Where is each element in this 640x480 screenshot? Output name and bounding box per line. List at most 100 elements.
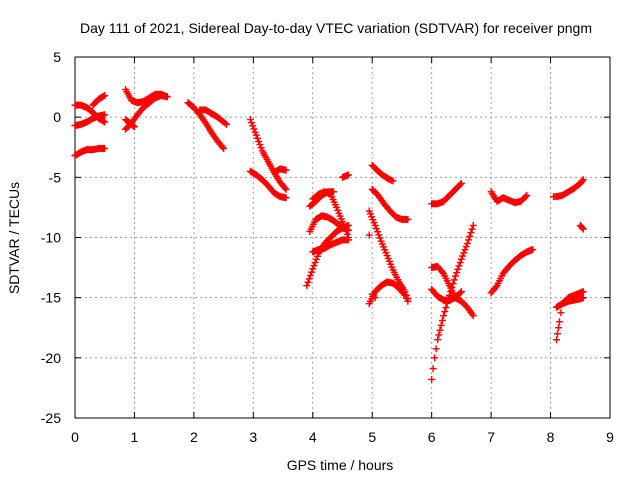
data-point	[252, 131, 260, 139]
data-point	[460, 249, 468, 257]
data-point	[457, 179, 465, 187]
data-point	[344, 171, 352, 179]
chart-title: Day 111 of 2021, Sidereal Day-to-day VTE…	[80, 20, 592, 36]
data-point	[456, 259, 464, 267]
data-point	[257, 144, 265, 152]
data-point	[371, 221, 379, 229]
data-point	[523, 191, 531, 199]
data-point	[469, 221, 477, 229]
data-point	[437, 321, 445, 329]
x-tick-label: 4	[309, 429, 317, 445]
data-point	[312, 255, 320, 263]
data-point	[330, 188, 338, 196]
data-point	[250, 125, 258, 133]
data-point	[221, 119, 229, 127]
data-point	[578, 224, 586, 232]
data-point	[246, 116, 254, 124]
data-point	[304, 278, 312, 286]
y-tick-label: -10	[41, 230, 61, 246]
data-point	[342, 227, 350, 235]
data-point	[256, 141, 264, 149]
data-point	[255, 137, 263, 145]
y-tick-label: -5	[49, 169, 62, 185]
data-point	[101, 92, 109, 100]
data-point	[309, 265, 317, 273]
x-tick-label: 6	[428, 429, 436, 445]
data-point	[100, 92, 108, 100]
grid-lines	[75, 57, 610, 418]
x-tick-label: 3	[249, 429, 257, 445]
data-point	[306, 272, 314, 280]
data-point	[454, 265, 462, 273]
data-point	[456, 289, 464, 297]
y-axis-label: SDTVAR / TECUs	[6, 182, 22, 294]
data-point	[431, 354, 439, 362]
data-point	[344, 236, 352, 244]
data-point	[375, 231, 383, 239]
y-tick-label: -15	[41, 290, 61, 306]
data-point	[341, 224, 349, 232]
data-point	[305, 275, 313, 283]
data-point	[522, 193, 530, 201]
data-point	[555, 318, 563, 326]
data-point	[579, 294, 587, 302]
x-tick-label: 2	[190, 429, 198, 445]
data-point	[251, 128, 259, 136]
x-tick-labels: 0 1 2 3 4 5 6 7 8 9	[71, 429, 614, 445]
data-point	[579, 288, 587, 296]
data-point	[455, 262, 463, 270]
data-point	[553, 330, 561, 338]
data-point	[554, 324, 562, 332]
y-tick-label: 5	[53, 49, 61, 65]
data-point	[402, 291, 410, 299]
x-tick-label: 9	[606, 429, 614, 445]
x-tick-label: 7	[487, 429, 495, 445]
data-point	[438, 317, 446, 325]
data-point	[461, 246, 469, 254]
y-tick-label: -20	[41, 350, 61, 366]
data-point	[579, 225, 587, 233]
data-point	[429, 365, 437, 373]
data-point	[340, 221, 348, 229]
data-point	[130, 123, 138, 131]
data-point	[282, 194, 290, 202]
data-point	[469, 312, 477, 320]
data-point	[311, 259, 319, 267]
data-point	[374, 228, 382, 236]
data-point	[467, 229, 475, 237]
data-point	[579, 176, 587, 184]
data-point	[451, 272, 459, 280]
data-point	[129, 122, 137, 130]
data-point	[365, 231, 373, 239]
y-tick-label: -25	[41, 410, 61, 426]
data-point	[432, 345, 440, 353]
data-point	[101, 118, 109, 126]
axis-ticks	[74, 56, 611, 419]
data-point	[441, 308, 449, 316]
data-point	[492, 283, 500, 291]
y-tick-label: 0	[53, 109, 61, 125]
data-point	[457, 255, 465, 263]
data-point	[101, 111, 109, 119]
data-point	[557, 309, 565, 317]
data-point	[163, 93, 171, 101]
x-tick-label: 1	[131, 429, 139, 445]
data-point	[282, 166, 290, 174]
x-tick-label: 5	[368, 429, 376, 445]
data-point	[529, 246, 537, 254]
data-point	[281, 184, 289, 192]
data-point	[101, 144, 109, 152]
x-tick-label: 0	[71, 429, 79, 445]
data-point	[314, 252, 322, 260]
data-point	[282, 185, 290, 193]
data-point	[457, 288, 465, 296]
data-point	[442, 304, 450, 312]
data-point	[438, 268, 446, 276]
data-point	[376, 234, 384, 242]
data-point	[468, 225, 476, 233]
data-point	[450, 276, 458, 284]
data-point	[465, 236, 473, 244]
data-point	[553, 336, 560, 344]
data-point	[434, 336, 442, 344]
